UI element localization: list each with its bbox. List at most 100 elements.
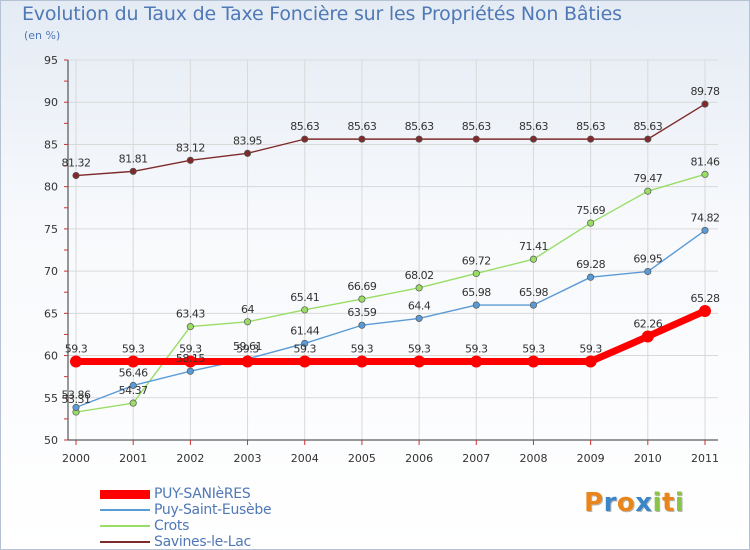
x-tick-label: 2003 bbox=[234, 452, 262, 465]
data-point bbox=[529, 255, 538, 263]
data-label: 63.59 bbox=[347, 306, 376, 319]
legend-swatch bbox=[100, 509, 150, 511]
data-label: 75.69 bbox=[576, 204, 605, 217]
data-point bbox=[415, 135, 423, 143]
data-point bbox=[358, 295, 366, 303]
data-point bbox=[415, 314, 423, 322]
series-0 bbox=[70, 304, 711, 368]
x-tick-label: 2004 bbox=[291, 452, 319, 465]
series-line bbox=[75, 103, 706, 177]
data-point bbox=[358, 321, 366, 329]
data-point bbox=[301, 306, 309, 314]
data-point bbox=[644, 267, 652, 276]
y-tick-label: 85 bbox=[44, 138, 58, 151]
x-tick-label: 2009 bbox=[577, 452, 605, 465]
legend-label: Crots bbox=[154, 518, 190, 534]
data-label: 59.3 bbox=[465, 342, 488, 355]
data-label: 81.46 bbox=[691, 155, 720, 168]
y-tick-label: 90 bbox=[44, 96, 58, 109]
data-point bbox=[701, 226, 709, 234]
data-point bbox=[413, 355, 426, 368]
y-tick-label: 75 bbox=[44, 223, 58, 236]
data-label: 69.72 bbox=[462, 254, 491, 267]
data-point bbox=[184, 355, 197, 368]
data-label: 59.3 bbox=[122, 342, 145, 355]
legend-swatch bbox=[100, 489, 150, 499]
grid-lines bbox=[68, 59, 718, 441]
data-point bbox=[301, 339, 309, 347]
series-line bbox=[76, 307, 707, 365]
data-label: 53.31 bbox=[62, 393, 91, 406]
data-point bbox=[472, 135, 480, 143]
data-label: 71.41 bbox=[519, 240, 548, 253]
data-point bbox=[701, 100, 709, 108]
data-point bbox=[241, 355, 254, 368]
data-label: 85.63 bbox=[519, 120, 548, 133]
data-point bbox=[298, 355, 311, 368]
data-point bbox=[472, 301, 480, 309]
legend-item: Puy-Saint-Eusèbe bbox=[100, 502, 360, 518]
y-axis-ticks: 50 55 60 65 70 75 80 85 90 95 bbox=[44, 54, 68, 447]
axes bbox=[67, 60, 718, 441]
data-label: 83.95 bbox=[233, 134, 262, 147]
data-label: 59.3 bbox=[65, 342, 88, 355]
data-point bbox=[355, 355, 368, 368]
data-label: 56.46 bbox=[119, 366, 148, 379]
series-line bbox=[75, 173, 706, 413]
logo-letter: r bbox=[603, 488, 617, 518]
logo-letter: o bbox=[616, 488, 636, 518]
data-label: 83.12 bbox=[176, 141, 205, 154]
series-1 bbox=[72, 226, 709, 411]
unit-label: (en %) bbox=[24, 29, 61, 42]
data-label: 81.81 bbox=[119, 152, 148, 165]
series-line bbox=[75, 229, 706, 409]
data-label: 65.98 bbox=[462, 286, 491, 299]
data-point bbox=[127, 355, 140, 368]
x-axis-ticks: 2000 2001 2002 2003 2004 2005 2006 2007 2008 2009… bbox=[62, 440, 719, 465]
data-point bbox=[72, 403, 80, 411]
series-3 bbox=[72, 100, 709, 180]
data-label: 85.63 bbox=[633, 120, 662, 133]
data-point bbox=[587, 135, 595, 143]
data-label: 62.26 bbox=[633, 317, 662, 330]
logo-letter: i bbox=[674, 488, 685, 518]
data-label: 64 bbox=[241, 303, 254, 316]
data-label: 54.37 bbox=[119, 384, 148, 397]
data-label: 69.28 bbox=[576, 258, 605, 271]
data-point bbox=[470, 355, 483, 368]
data-label: 58.15 bbox=[176, 352, 205, 365]
data-label: 79.47 bbox=[633, 172, 662, 185]
data-label: 59.3 bbox=[522, 342, 545, 355]
x-tick-label: 2011 bbox=[691, 452, 719, 465]
data-point bbox=[70, 355, 82, 368]
data-point bbox=[529, 301, 538, 309]
data-point bbox=[644, 135, 652, 143]
chart-title: Evolution du Taux de Taxe Foncière sur l… bbox=[22, 3, 622, 25]
data-point bbox=[587, 219, 595, 227]
y-tick-label: 55 bbox=[44, 392, 58, 405]
x-tick-label: 2007 bbox=[462, 452, 490, 465]
data-label: 63.43 bbox=[176, 308, 205, 321]
data-point bbox=[129, 167, 137, 175]
data-point bbox=[587, 273, 595, 281]
data-point bbox=[527, 355, 540, 368]
data-label: 59.3 bbox=[579, 342, 602, 355]
data-point bbox=[129, 381, 137, 389]
data-label: 65.98 bbox=[519, 286, 548, 299]
data-point bbox=[415, 284, 423, 292]
y-tick-label: 50 bbox=[44, 434, 58, 447]
data-label: 85.63 bbox=[347, 120, 376, 133]
data-point bbox=[701, 170, 709, 178]
legend-label: Puy-Saint-Eusèbe bbox=[154, 502, 272, 518]
data-label: 81.32 bbox=[62, 157, 91, 170]
legend-swatch bbox=[100, 525, 150, 527]
legend-item: Crots bbox=[100, 518, 360, 534]
y-tick-label: 65 bbox=[44, 307, 58, 320]
data-point bbox=[129, 399, 137, 407]
legend-label: Savines-le-Lac bbox=[154, 534, 251, 550]
logo-letter: P bbox=[584, 488, 604, 518]
x-tick-label: 2006 bbox=[405, 452, 433, 465]
data-label: 85.63 bbox=[405, 120, 434, 133]
x-tick-label: 2010 bbox=[634, 452, 662, 465]
